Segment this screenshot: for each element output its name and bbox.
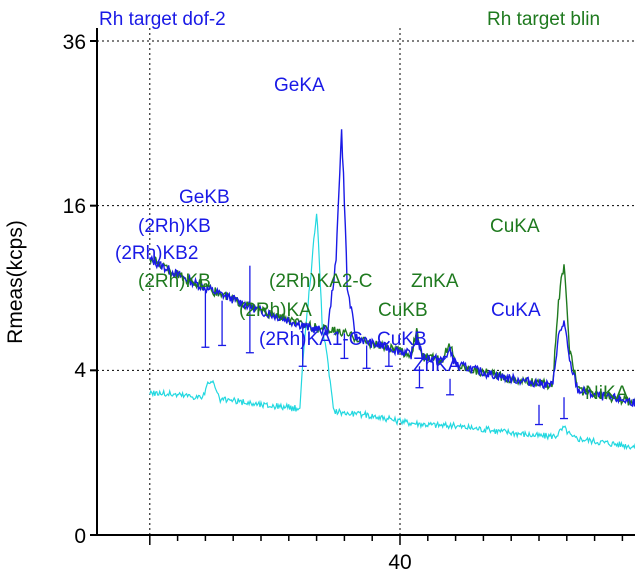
series-title-blue: Rh target dof-2 <box>99 9 226 30</box>
annotation-label: GeKA <box>274 75 325 96</box>
error-bars <box>201 265 569 426</box>
series-title-green: Rh target blin <box>487 9 600 30</box>
annotation-label: (2Rh)KB <box>138 271 211 292</box>
y-tick-label: 0 <box>74 525 86 548</box>
annotation-label: ZnKA <box>413 355 461 376</box>
annotation-label: GeKB <box>179 187 230 208</box>
annotation-label: (2Rh)KA <box>239 300 312 321</box>
y-axis-title: Rmeas(kcps) <box>4 220 27 344</box>
annotations: GeKA GeKB (2Rh)KB (2Rh)KB2 (2Rh)KB (2Rh)… <box>115 75 629 404</box>
y-tick-label: 36 <box>63 31 86 54</box>
series-line-0 <box>149 129 635 408</box>
annotation-label: (2Rh)KB2 <box>115 243 198 264</box>
y-tick-label: 4 <box>74 359 86 382</box>
series-line-2 <box>149 213 635 451</box>
annotation-label: ZnKA <box>411 271 459 292</box>
annotation-label: CuKA <box>490 216 540 237</box>
annotation-label: (2Rh)KB <box>138 216 211 237</box>
series-layer <box>149 129 635 451</box>
annotation-label: (2Rh)KA2-C <box>269 271 372 292</box>
ticks <box>90 40 624 545</box>
y-tick-label: 16 <box>63 195 86 218</box>
annotation-label: CuKB <box>377 329 427 350</box>
x-tick-label: 40 <box>388 551 411 574</box>
annotation-label: CuKA <box>491 300 541 321</box>
annotation-label: CuKB <box>378 300 428 321</box>
annotation-label: (2Rh)KA1-C <box>259 329 362 350</box>
annotation-label: NiKA <box>585 383 629 404</box>
